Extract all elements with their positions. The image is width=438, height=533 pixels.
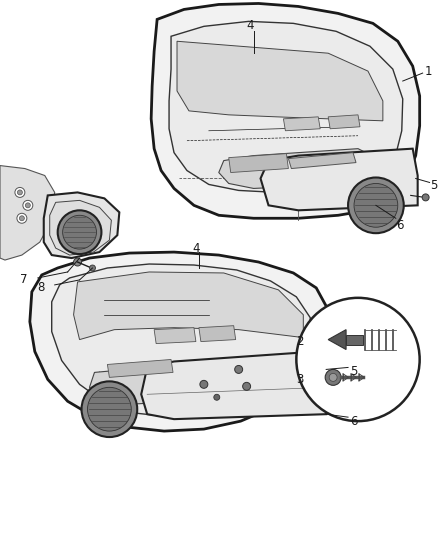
Polygon shape [141,352,326,419]
Polygon shape [30,252,328,431]
Circle shape [23,200,33,211]
Circle shape [81,381,137,437]
Text: 1: 1 [424,64,432,78]
Polygon shape [151,4,420,219]
Circle shape [25,203,30,208]
Circle shape [89,265,95,271]
Circle shape [235,366,243,374]
Circle shape [15,188,25,197]
Polygon shape [229,154,288,173]
Text: 8: 8 [37,281,44,294]
Text: 4: 4 [247,19,254,32]
Text: 7: 7 [20,273,28,286]
Text: 6: 6 [350,415,357,427]
Circle shape [214,394,220,400]
Circle shape [58,211,102,254]
Polygon shape [74,272,303,340]
Text: 4: 4 [192,241,199,255]
Circle shape [348,177,404,233]
Circle shape [329,374,337,381]
Polygon shape [169,21,403,192]
Polygon shape [154,328,196,344]
Circle shape [88,387,131,431]
Polygon shape [0,166,55,260]
Polygon shape [283,117,320,131]
Polygon shape [261,149,418,211]
Polygon shape [52,264,310,417]
Circle shape [325,369,341,385]
Circle shape [243,382,251,390]
Polygon shape [199,326,236,342]
Polygon shape [328,115,360,129]
Polygon shape [328,329,346,350]
Polygon shape [44,192,119,258]
Polygon shape [89,361,297,404]
Polygon shape [346,335,363,344]
Circle shape [354,183,398,227]
Circle shape [200,381,208,389]
Circle shape [17,213,27,223]
Circle shape [63,215,96,249]
Polygon shape [219,149,388,189]
Circle shape [422,194,429,201]
Text: 5: 5 [350,365,357,378]
Text: 3: 3 [297,373,304,386]
Circle shape [74,258,81,266]
Circle shape [19,216,25,221]
Circle shape [297,298,420,421]
Polygon shape [177,41,383,121]
Circle shape [18,190,22,195]
Text: 2: 2 [297,335,304,348]
Polygon shape [50,200,111,255]
Polygon shape [107,359,173,377]
Text: 5: 5 [431,179,438,192]
Text: 6: 6 [396,219,403,232]
Polygon shape [288,152,356,168]
